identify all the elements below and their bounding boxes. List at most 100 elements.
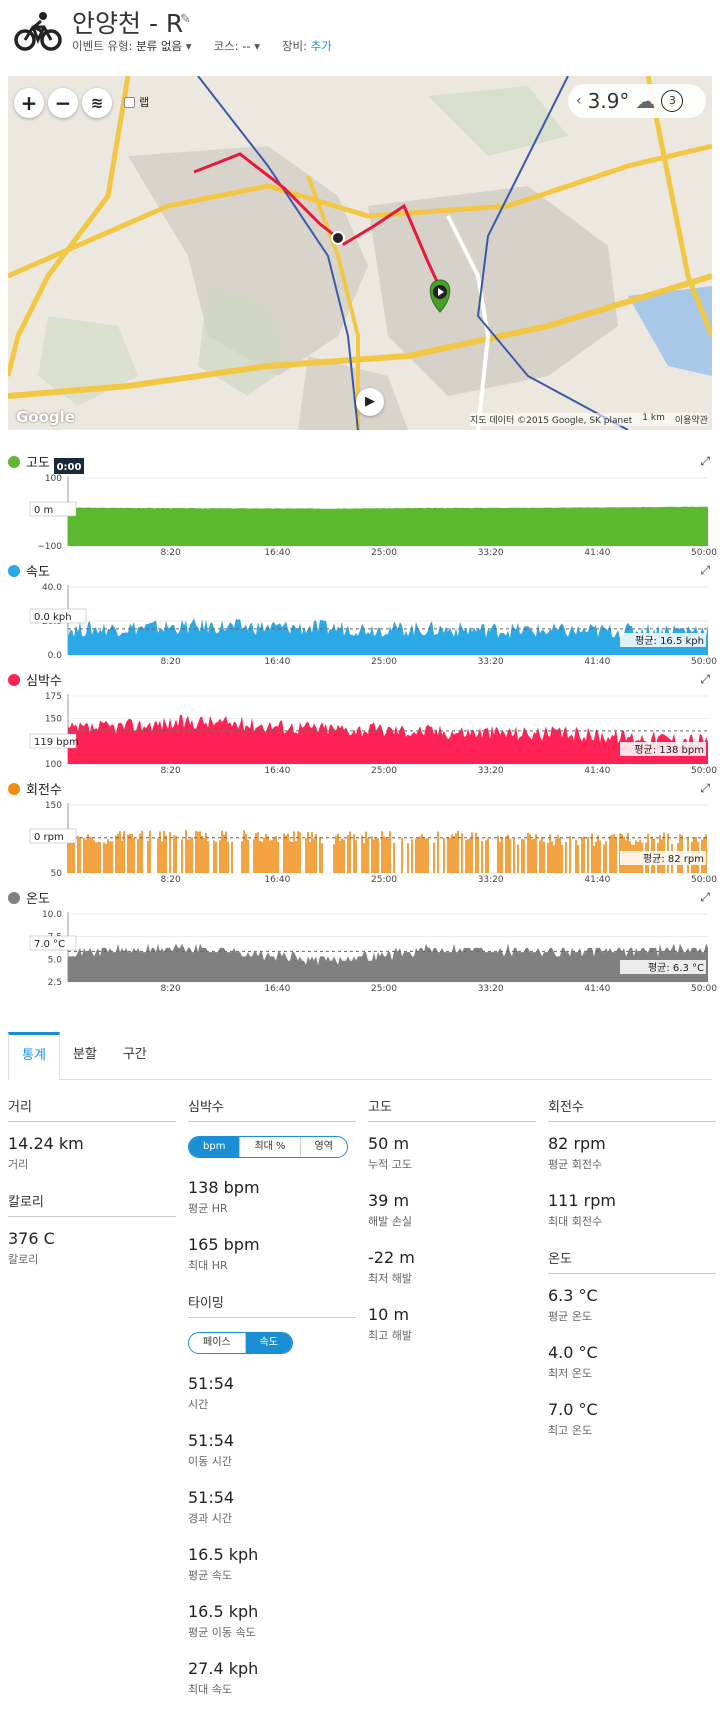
stat-label: 최대 회전수 [548,1215,603,1228]
x-tick-label: 41:40 [584,657,610,667]
hr-toggle-zones[interactable]: 영역 [314,1141,333,1152]
expand-icon[interactable]: ⤢ [700,781,710,795]
stats-col-cadence-temp: 회전수 82 rpm 평균 회전수 111 rpm 최대 회전수 온도 6.3 °C… [548,1096,716,1457]
stat-value: 10 m [368,1305,410,1324]
map-canvas [8,76,712,430]
x-tick-label: 8:20 [161,766,181,776]
stat-elev-gain: 50 m 누적 고도 [368,1134,536,1172]
stat-value: 51:54 [188,1431,235,1450]
cursor-readout-box [29,828,77,844]
gear-add-link[interactable]: 추가 [310,39,332,53]
average-label-bg [620,851,706,865]
x-tick-label: 25:00 [371,766,397,776]
timing-header: 타이밍 [188,1292,356,1318]
chevron-left-icon[interactable]: ‹ [576,93,582,109]
y-tick-label: 40.0 [42,583,62,593]
x-tick-label: 41:40 [584,984,610,994]
chart-plot: 10.07.55.02.5평균: 6.3 °C7.0 °C8:2016:4025… [29,910,717,994]
checkbox-box[interactable] [124,96,135,108]
x-tick-label: 8:20 [161,875,181,885]
event-type-dropdown[interactable]: 이벤트 유형: 분류 없음 ▾ [72,38,192,54]
course-dropdown[interactable]: 코스: -- ▾ [214,38,260,54]
cursor-readout: 0 m [34,505,53,516]
stat-value: 14.24 km [8,1134,84,1153]
layers-icon: ≋ [90,94,104,112]
stat-max-elev: 10 m 최고 해발 [368,1305,536,1343]
map-terms-link[interactable]: 이용약관 [674,416,708,426]
average-label: 평균: 6.3 °C [648,962,704,974]
stats-tabs: 통계 분할 구간 [8,1032,712,1080]
calories-header: 칼로리 [8,1191,176,1217]
zoom-out-button[interactable]: − [48,88,78,118]
expand-icon[interactable]: ⤢ [700,454,710,468]
edit-pencil-icon[interactable]: ✎ [180,12,191,27]
stat-label: 해발 손실 [368,1215,412,1228]
expand-icon[interactable]: ⤢ [700,672,710,686]
route-map[interactable]: + − ≋ 랩 ‹ 3.9° ☁ 3 ▶ Google 지도 데이터 ©2015… [8,76,712,430]
stat-moving-time: 51:54 이동 시간 [188,1431,356,1469]
hr-toggle-max-percent[interactable]: 최대 % [240,1137,301,1157]
expand-icon[interactable]: ⤢ [700,890,710,904]
average-label: 평균: 16.5 kph [635,635,704,647]
stat-value: 4.0 °C [548,1343,598,1362]
x-tick-label: 16:40 [264,548,290,558]
activity-title[interactable]: 안양천 - R [72,9,184,38]
tab-splits[interactable]: 분할 [72,1047,97,1062]
hr-unit-toggle: bpm 최대 % 영역 [188,1136,348,1158]
elevation-header: 고도 [368,1096,536,1122]
cursor-readout: 7.0 °C [34,939,65,950]
series-area [68,943,708,982]
stat-label: 평균 이동 속도 [188,1626,256,1639]
chart-plot: 100 −100 0 m 0:00 8:20 16:40 25:00 33:20 41:40 50… [29,458,717,558]
y-tick-label: 100 [45,474,62,484]
zoom-in-button[interactable]: + [14,88,44,118]
chart-title: 속도 [8,561,50,580]
chart-title: 고도 [8,452,50,471]
timing-toggle-pace[interactable]: 페이스 [189,1333,246,1353]
stat-value: 111 rpm [548,1191,616,1210]
chart-title-text: 회전수 [26,783,62,798]
stat-distance: 14.24 km 거리 [8,1134,176,1172]
course-label: 코스: [213,39,239,53]
lap-checkbox[interactable]: 랩 [124,94,149,110]
series-color-dot [8,891,20,904]
tab-segments[interactable]: 구간 [122,1047,147,1062]
hr-toggle-bpm[interactable]: bpm [189,1137,241,1157]
stat-value: 51:54 [188,1488,235,1507]
x-tick-label: 41:40 [584,548,610,558]
stat-elev-loss: 39 m 해발 손실 [368,1191,536,1229]
series-color-dot [8,455,20,468]
x-tick-label: 33:20 [478,984,504,994]
stat-avg-temp: 6.3 °C 평균 온도 [548,1286,716,1324]
stat-label: 평균 회전수 [548,1158,603,1171]
play-route-button[interactable]: ▶ [356,388,384,416]
x-tick-label: 8:20 [161,548,181,558]
y-tick-label: 5.0 [48,955,63,965]
y-tick-label: 100 [45,760,62,770]
timing-toggle-speed[interactable]: 속도 [245,1333,293,1353]
tab-stats[interactable]: 통계 [8,1032,60,1080]
series-color-dot [8,564,20,577]
weather-widget[interactable]: ‹ 3.9° ☁ 3 [568,84,706,118]
map-attribution: 지도 데이터 ©2015 Google, SK planet 1 km 이용약관 [469,413,708,426]
x-tick-label: 50:00 [691,875,717,885]
y-tick-label: −100 [37,542,62,552]
stat-value: 138 bpm [188,1178,260,1197]
average-label-bg [620,742,706,756]
layers-button[interactable]: ≋ [82,88,112,118]
average-label-bg [620,960,706,974]
stat-label: 거리 [8,1158,29,1171]
chart-temp[interactable]: 10.07.55.02.5평균: 6.3 °C7.0 °C8:2016:4025… [0,888,720,996]
stat-value: -22 m [368,1248,415,1267]
chart-elevation[interactable]: 100 −100 0 m 0:00 8:20 16:40 25:00 33:20 41:40 50… [0,452,720,560]
stat-label: 경과 시간 [188,1512,232,1525]
expand-icon[interactable]: ⤢ [700,563,710,577]
map-scale: 1 km [642,413,665,423]
series-area [68,506,708,546]
x-tick-label: 16:40 [264,875,290,885]
map-data-credit: 지도 데이터 ©2015 Google, SK planet [469,416,633,426]
